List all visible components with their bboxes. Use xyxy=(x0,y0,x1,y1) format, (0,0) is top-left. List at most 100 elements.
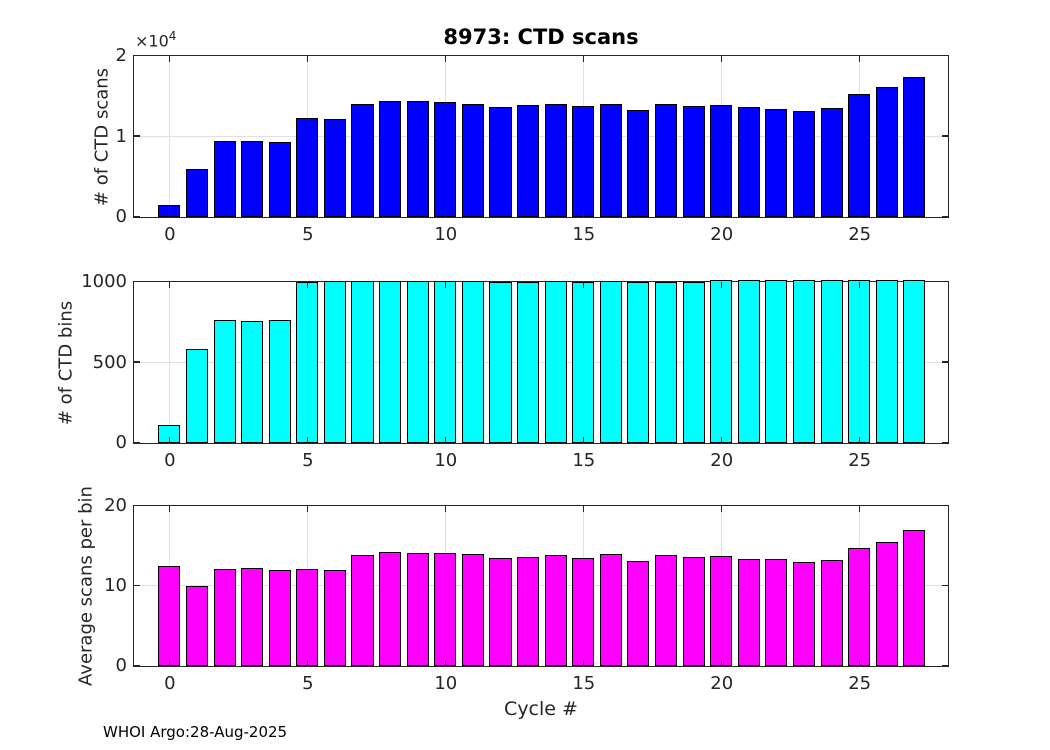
bar xyxy=(241,567,264,666)
tick-mark xyxy=(306,281,308,288)
bar xyxy=(737,280,760,443)
bar xyxy=(710,555,733,666)
bar xyxy=(710,104,733,217)
bar xyxy=(903,530,926,666)
tick-mark xyxy=(941,135,948,137)
bar xyxy=(517,556,540,666)
tick-mark xyxy=(941,504,948,507)
bar xyxy=(323,119,346,217)
bar xyxy=(848,280,871,443)
bar xyxy=(213,320,236,443)
bar xyxy=(765,559,788,666)
bar xyxy=(737,107,760,217)
bar xyxy=(461,554,484,666)
x-tick-label: 0 xyxy=(164,450,176,471)
bar xyxy=(655,281,678,443)
tick-mark xyxy=(582,659,584,666)
tick-mark xyxy=(941,280,948,283)
bar xyxy=(599,103,622,217)
bar xyxy=(185,585,208,666)
tick-mark xyxy=(720,281,722,288)
gridline xyxy=(133,135,948,137)
y-tick-label: 0 xyxy=(115,432,127,453)
bar xyxy=(241,140,264,217)
bar xyxy=(572,281,595,443)
tick-mark xyxy=(582,281,584,288)
tick-mark xyxy=(444,55,446,62)
bar xyxy=(710,280,733,443)
tick-mark xyxy=(133,361,140,363)
tick-mark xyxy=(941,664,948,667)
bar xyxy=(655,103,678,217)
bar xyxy=(848,547,871,666)
x-tick-label: 0 xyxy=(164,673,176,694)
tick-mark xyxy=(306,659,308,666)
bar xyxy=(792,280,816,443)
bar xyxy=(903,279,926,443)
bar xyxy=(517,281,540,443)
bar xyxy=(765,108,788,217)
x-tick-label: 25 xyxy=(848,224,872,245)
tick-mark xyxy=(582,505,584,512)
bar xyxy=(489,107,512,217)
x-tick-label: 10 xyxy=(434,450,458,471)
tick-mark xyxy=(858,436,860,443)
bar xyxy=(434,280,457,443)
x-tick-label: 15 xyxy=(572,224,596,245)
bar xyxy=(903,77,926,217)
bar xyxy=(268,141,291,217)
tick-mark xyxy=(720,659,722,666)
x-axis-label: Cycle # xyxy=(504,698,578,720)
plot-area-ctd-scans xyxy=(132,54,949,218)
bar xyxy=(820,107,843,217)
y-tick-label: 1 xyxy=(115,125,127,147)
tick-mark xyxy=(582,210,584,217)
bar xyxy=(158,565,181,666)
bar xyxy=(185,169,208,217)
bar xyxy=(737,559,760,666)
tick-mark xyxy=(306,436,308,443)
tick-mark xyxy=(858,281,860,288)
tick-mark xyxy=(858,210,860,217)
bar xyxy=(489,281,512,443)
tick-mark xyxy=(133,215,140,218)
x-tick-label: 20 xyxy=(710,450,734,471)
bar xyxy=(323,570,346,666)
tick-mark xyxy=(720,210,722,217)
bar xyxy=(379,551,402,666)
tick-mark xyxy=(720,55,722,62)
tick-mark xyxy=(858,55,860,62)
x-tick-label: 20 xyxy=(710,673,734,694)
bar xyxy=(351,555,374,666)
bar xyxy=(379,100,402,217)
bar xyxy=(351,281,374,443)
bar xyxy=(765,280,788,443)
y-tick-label: 0 xyxy=(115,655,127,676)
bar xyxy=(489,558,512,666)
bar xyxy=(875,541,898,666)
tick-mark xyxy=(582,55,584,62)
bar xyxy=(627,281,650,443)
tick-mark xyxy=(168,55,170,62)
tick-mark xyxy=(941,361,948,363)
tick-mark xyxy=(941,54,948,57)
bar xyxy=(296,117,319,217)
y-tick-label: 500 xyxy=(92,351,127,373)
bar xyxy=(544,103,567,217)
bar xyxy=(792,561,816,666)
chart-title: 8973: CTD scans xyxy=(443,25,639,49)
tick-mark xyxy=(858,505,860,512)
bar xyxy=(820,559,843,666)
y-axis-exponent-label: ×104 xyxy=(135,29,176,50)
tick-mark xyxy=(720,436,722,443)
x-tick-label: 0 xyxy=(164,224,176,245)
bar xyxy=(599,281,622,443)
bar xyxy=(627,110,650,217)
tick-mark xyxy=(133,135,140,137)
bar xyxy=(296,281,319,443)
tick-mark xyxy=(444,505,446,512)
y-tick-label: 2 xyxy=(115,45,127,66)
bar xyxy=(517,105,540,217)
tick-mark xyxy=(444,210,446,217)
